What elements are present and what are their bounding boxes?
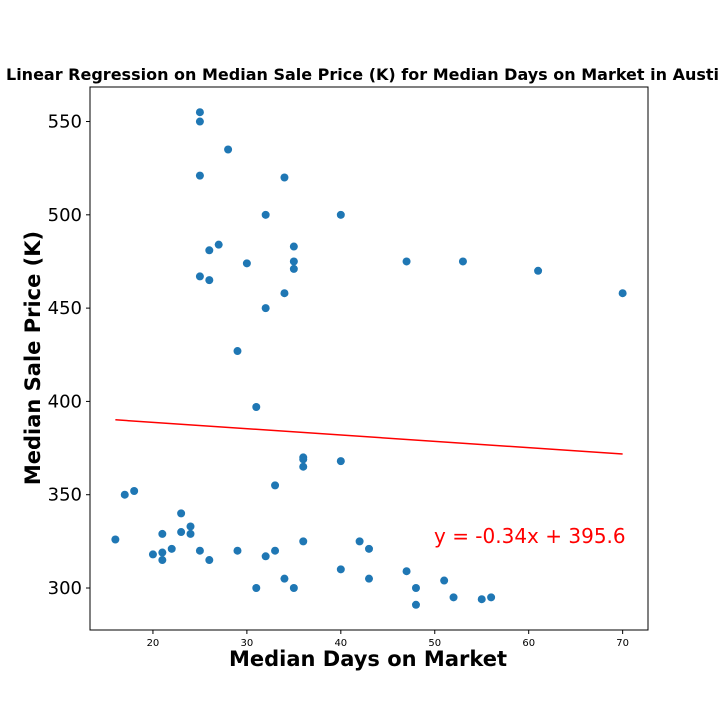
data-point — [618, 289, 627, 298]
data-point — [195, 546, 204, 555]
x-tick-label: 70 — [616, 638, 629, 649]
data-point — [186, 529, 195, 538]
data-point — [280, 173, 289, 182]
data-point — [449, 593, 458, 602]
data-point — [195, 272, 204, 281]
y-tick-label: 350 — [48, 485, 82, 506]
data-point — [289, 584, 298, 593]
data-point — [336, 457, 345, 466]
chart-title: Linear Regression on Median Sale Price (… — [6, 65, 719, 84]
data-point — [177, 509, 186, 518]
data-point — [120, 490, 129, 499]
data-point — [355, 537, 364, 546]
data-point — [205, 556, 214, 565]
data-point — [336, 210, 345, 219]
data-point — [365, 574, 373, 583]
data-point — [289, 264, 298, 273]
data-point — [477, 595, 486, 604]
y-tick-label: 300 — [48, 578, 82, 599]
data-point — [487, 593, 496, 602]
data-point — [158, 529, 167, 538]
data-point — [271, 546, 280, 555]
data-point — [402, 567, 411, 576]
data-point — [158, 548, 167, 557]
regression-equation: y = -0.34x + 395.6 — [434, 524, 626, 548]
data-point — [261, 304, 270, 313]
data-point — [534, 266, 543, 275]
data-point — [233, 347, 242, 356]
x-tick-label: 20 — [147, 638, 160, 649]
data-point — [195, 171, 204, 180]
data-point — [224, 145, 233, 154]
data-point — [458, 257, 467, 266]
data-point — [411, 600, 420, 609]
y-tick-label: 550 — [48, 112, 82, 133]
data-point — [148, 550, 157, 559]
regression-line — [115, 419, 623, 455]
data-point — [195, 108, 204, 117]
y-tick-label: 400 — [48, 391, 82, 412]
x-tick-label: 50 — [428, 638, 441, 649]
data-point — [280, 289, 289, 298]
data-point — [195, 117, 204, 126]
data-point — [271, 481, 280, 490]
data-point — [299, 462, 308, 471]
data-point — [261, 210, 270, 219]
plot-frame — [89, 86, 649, 631]
data-point — [365, 544, 373, 553]
x-axis-label: Median Days on Market — [229, 647, 507, 671]
y-axis-label: Median Sale Price (K) — [21, 231, 45, 485]
data-point — [205, 276, 214, 285]
y-tick-label: 500 — [48, 205, 82, 226]
x-tick-label: 30 — [241, 638, 254, 649]
data-point — [299, 537, 308, 546]
data-point — [111, 535, 120, 544]
data-point — [242, 259, 251, 268]
data-point — [158, 556, 167, 565]
data-point — [261, 552, 270, 561]
data-point — [299, 455, 308, 464]
data-point — [186, 522, 195, 531]
data-point — [280, 574, 289, 583]
data-point — [177, 528, 186, 537]
x-tick-label: 40 — [334, 638, 347, 649]
data-point — [289, 242, 298, 251]
data-point — [411, 584, 420, 593]
data-point — [130, 486, 139, 495]
data-point — [440, 576, 449, 585]
data-point — [233, 546, 242, 555]
data-point — [214, 240, 223, 249]
data-point — [167, 544, 176, 553]
data-point — [336, 565, 345, 574]
data-point — [289, 257, 298, 266]
data-point — [205, 246, 214, 255]
plot-area — [111, 108, 627, 609]
data-point — [252, 584, 261, 593]
data-point — [402, 257, 411, 266]
data-point — [252, 403, 261, 412]
axes: 20 30 40 50 60 70 300 350 400 450 500 550 — [48, 86, 649, 649]
y-tick-label: 450 — [48, 298, 82, 319]
x-tick-label: 60 — [522, 638, 535, 649]
